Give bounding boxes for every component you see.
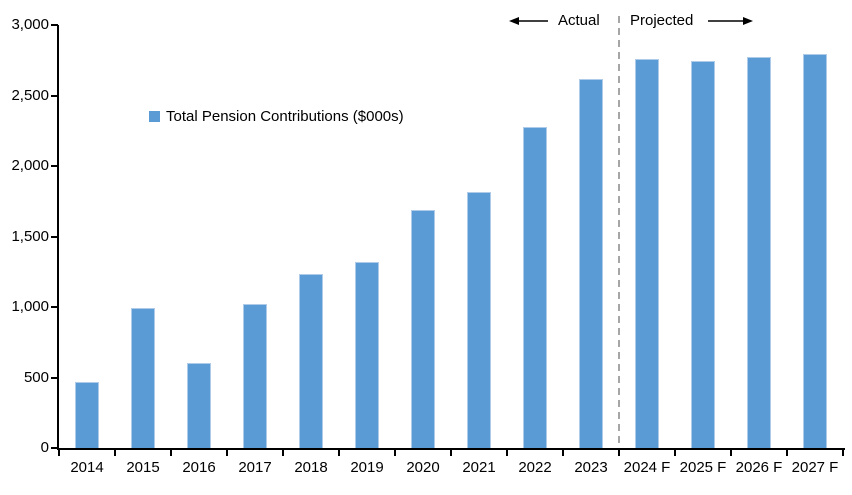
x-axis-tick [394, 450, 396, 456]
actual-annotation: Actual [509, 12, 600, 30]
y-axis-tick-label: 1,500 [11, 227, 49, 245]
x-axis-tick [786, 450, 788, 456]
x-axis-label: 2020 [406, 459, 440, 476]
x-axis-label: 2025 F [679, 459, 727, 476]
x-axis-tick [58, 450, 60, 456]
legend: Total Pension Contributions ($000s) [149, 108, 404, 125]
x-axis-tick [506, 450, 508, 456]
actual-projected-divider-line [618, 16, 620, 448]
x-axis-label: 2018 [294, 459, 328, 476]
bar-2020 [411, 209, 435, 448]
x-axis-label: 2026 F [735, 459, 783, 476]
x-axis-line [57, 448, 845, 450]
bar-2018 [299, 273, 323, 448]
x-axis-tick [170, 450, 172, 456]
x-axis-tick [114, 450, 116, 456]
x-axis-label: 2027 F [791, 459, 839, 476]
bar-2016 [187, 362, 211, 448]
y-axis-tick [51, 447, 58, 449]
x-axis-tick [562, 450, 564, 456]
x-axis-label: 2014 [70, 459, 104, 476]
bar-2015 [131, 308, 155, 448]
projected-annotation: Projected [630, 12, 754, 30]
x-axis-label: 2023 [574, 459, 608, 476]
y-axis-tick-label: 3,000 [11, 16, 49, 33]
bar-2026-f [747, 56, 771, 448]
x-axis-label: 2015 [126, 459, 160, 476]
bar-2021 [467, 192, 491, 448]
bar-2023 [579, 79, 603, 448]
actual-label: Actual [558, 12, 600, 29]
y-axis-tick [51, 306, 58, 308]
x-axis-tick [282, 450, 284, 456]
right-arrow-icon [708, 17, 754, 25]
y-axis-tick [51, 376, 58, 379]
bar-2027-f [803, 53, 827, 448]
bar-2014 [75, 382, 99, 448]
legend-marker-icon [149, 111, 160, 122]
left-arrow-icon [509, 17, 548, 25]
x-axis-tick [618, 450, 620, 456]
x-axis-tick [338, 450, 340, 456]
y-axis-line [57, 25, 59, 450]
y-axis-tick-label: 500 [23, 368, 49, 386]
y-axis-tick-label: 2,500 [11, 86, 49, 104]
bar-2022 [523, 126, 547, 448]
x-axis-label: 2017 [238, 459, 272, 476]
y-axis-tick-label: 1,000 [11, 298, 49, 315]
y-axis-tick-label: 0 [40, 439, 49, 456]
y-axis-tick [51, 94, 58, 97]
bar-2019 [355, 261, 379, 448]
x-axis-label: 2016 [182, 459, 216, 476]
x-axis-tick [226, 450, 228, 456]
x-axis-label: 2021 [462, 459, 496, 476]
y-axis-tick-label: 2,000 [11, 157, 49, 174]
bar-2017 [243, 304, 267, 448]
x-axis-tick [842, 450, 844, 456]
projected-label: Projected [630, 12, 694, 29]
legend-label: Total Pension Contributions ($000s) [166, 108, 404, 125]
y-axis-tick [51, 165, 58, 167]
x-axis-label: 2019 [350, 459, 384, 476]
x-axis-label: 2022 [518, 459, 552, 476]
x-axis-label: 2024 F [623, 459, 671, 476]
x-axis-tick [730, 450, 732, 456]
y-axis-tick [51, 24, 58, 26]
bar-2025-f [691, 60, 715, 448]
x-axis-tick [674, 450, 676, 456]
y-axis-tick [51, 235, 58, 238]
x-axis-tick [450, 450, 452, 456]
bar-2024-f [635, 58, 659, 448]
